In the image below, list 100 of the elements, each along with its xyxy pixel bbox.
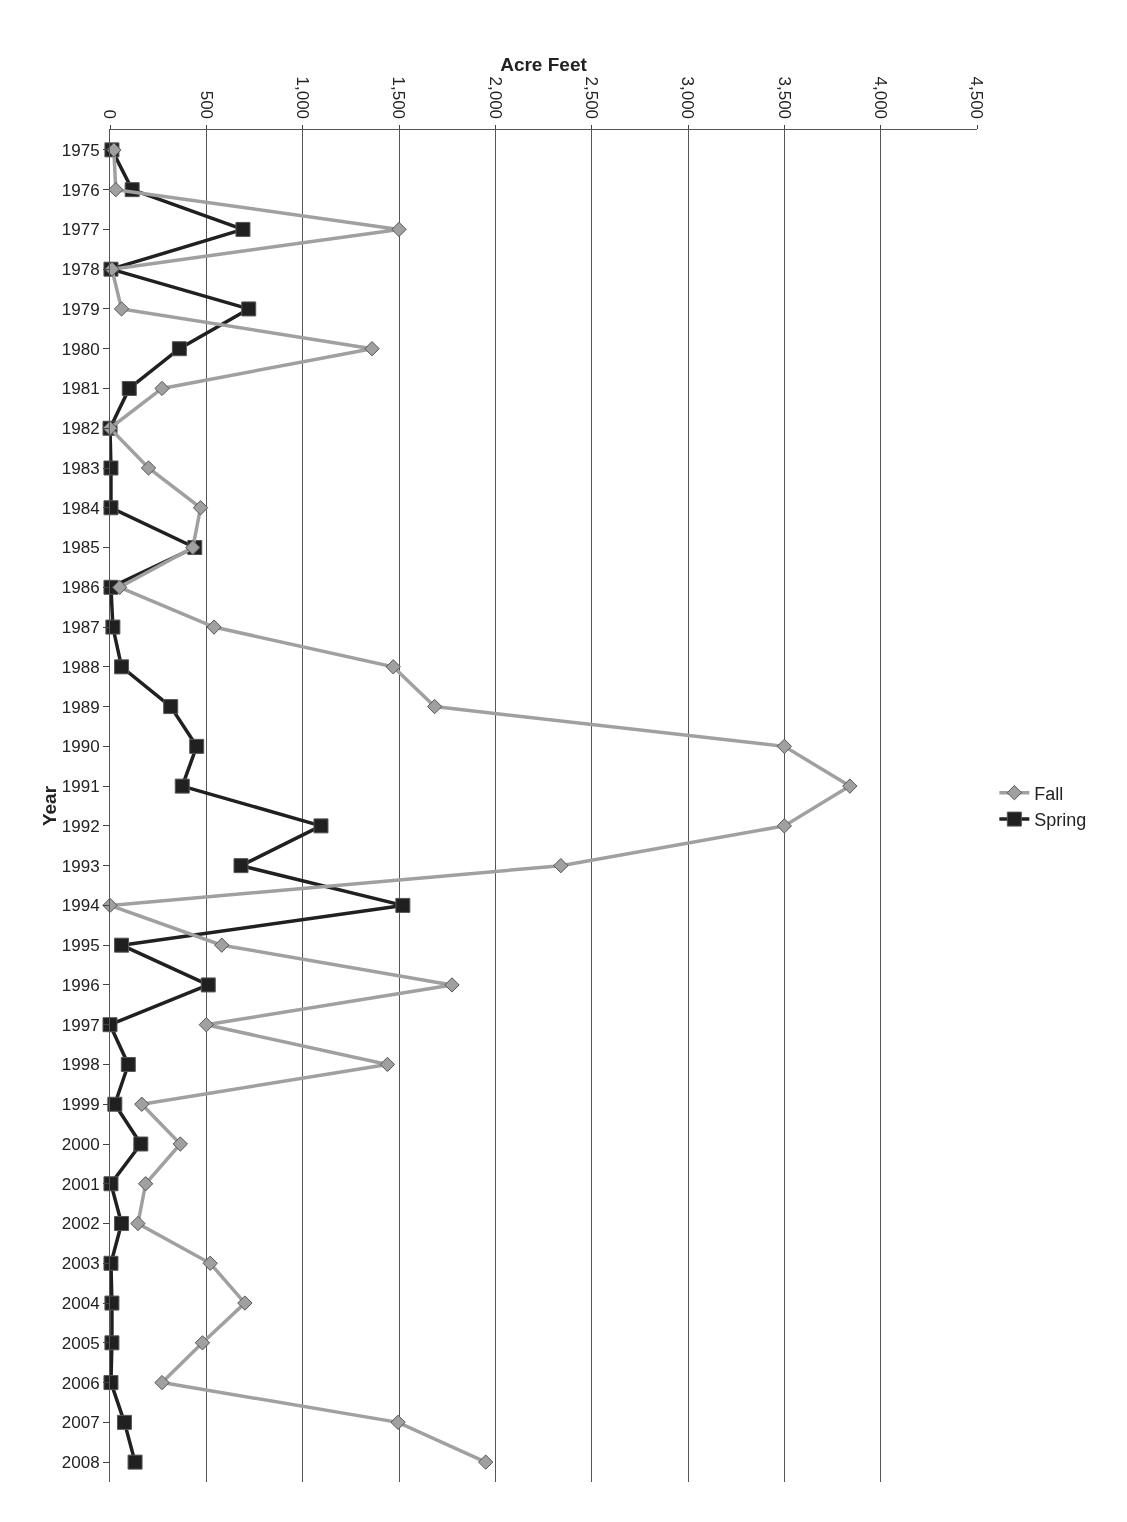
y-tick-label: 1977 bbox=[61, 220, 100, 240]
y-tick-label: 2004 bbox=[61, 1294, 100, 1314]
x-tick-label: 1,000 bbox=[293, 76, 313, 120]
point bbox=[114, 1216, 130, 1232]
y-tick-label: 2008 bbox=[61, 1453, 100, 1473]
y-tick-label: 2002 bbox=[61, 1214, 100, 1234]
point bbox=[426, 698, 443, 715]
y-tick-label: 1997 bbox=[61, 1015, 100, 1035]
point bbox=[127, 1454, 143, 1470]
point bbox=[104, 1335, 120, 1351]
x-tick-label: 0 bbox=[100, 109, 120, 120]
point bbox=[134, 1096, 150, 1112]
point bbox=[107, 1096, 123, 1112]
point bbox=[390, 1414, 406, 1430]
point bbox=[237, 1295, 253, 1311]
y-tick-label: 1994 bbox=[61, 896, 100, 916]
point bbox=[154, 380, 170, 397]
point bbox=[137, 1176, 154, 1192]
y-tick-label: 1989 bbox=[61, 697, 100, 717]
y-tick-label: 1985 bbox=[61, 538, 100, 558]
x-tick-label: 3,500 bbox=[774, 76, 794, 120]
y-tick-label: 2001 bbox=[61, 1174, 100, 1194]
point bbox=[116, 1414, 132, 1430]
y-tick-label: 1995 bbox=[61, 936, 100, 956]
y-tick-label: 1982 bbox=[61, 419, 100, 439]
point bbox=[241, 301, 257, 317]
point bbox=[174, 778, 190, 794]
y-tick-label: 1984 bbox=[61, 498, 100, 518]
y-axis-title: Year bbox=[38, 785, 60, 827]
point bbox=[105, 619, 121, 635]
point bbox=[202, 1255, 218, 1271]
y-tick-label: 2005 bbox=[61, 1333, 100, 1353]
legend-label: Spring bbox=[1034, 810, 1087, 831]
x-tick-label: 2,500 bbox=[582, 76, 602, 120]
x-tick-label: 4,500 bbox=[967, 76, 987, 120]
point bbox=[103, 1255, 119, 1271]
x-tick-label: 500 bbox=[196, 90, 216, 120]
x-tick-label: 3,000 bbox=[678, 76, 698, 120]
point bbox=[444, 977, 460, 993]
y-tick-label: 2006 bbox=[61, 1373, 100, 1393]
point bbox=[206, 619, 222, 635]
point bbox=[214, 937, 230, 953]
point bbox=[172, 1136, 188, 1152]
point bbox=[140, 460, 157, 476]
point bbox=[121, 380, 137, 396]
point bbox=[194, 1335, 211, 1351]
y-tick-label: 2007 bbox=[61, 1413, 100, 1433]
y-tick-label: 1992 bbox=[61, 816, 100, 836]
point bbox=[171, 341, 187, 357]
point bbox=[103, 460, 119, 476]
y-tick-label: 1999 bbox=[61, 1095, 100, 1115]
point bbox=[553, 858, 569, 874]
point bbox=[113, 301, 130, 317]
point bbox=[313, 818, 329, 834]
y-tick-label: 1998 bbox=[61, 1055, 100, 1075]
point bbox=[102, 1017, 118, 1033]
y-tick-label: 1990 bbox=[61, 737, 100, 757]
point bbox=[192, 500, 209, 516]
legend-label: Fall bbox=[1034, 783, 1064, 804]
y-tick-label: 1980 bbox=[61, 339, 100, 359]
y-tick-label: 1993 bbox=[61, 856, 100, 876]
x-tick-label: 4,000 bbox=[871, 76, 891, 120]
point bbox=[198, 1017, 214, 1033]
x-tick-label: 1,500 bbox=[389, 76, 409, 120]
point bbox=[776, 738, 792, 754]
point bbox=[114, 937, 130, 953]
point bbox=[114, 659, 130, 675]
point bbox=[130, 1215, 146, 1232]
point bbox=[385, 659, 401, 675]
y-tick-label: 1991 bbox=[61, 777, 100, 797]
y-tick-label: 1976 bbox=[61, 180, 100, 200]
point bbox=[189, 738, 205, 754]
y-tick-label: 2003 bbox=[61, 1254, 100, 1274]
point bbox=[233, 858, 249, 874]
point bbox=[104, 1295, 120, 1311]
point bbox=[103, 1375, 119, 1391]
y-tick-label: 1978 bbox=[61, 260, 100, 280]
y-tick-label: 1987 bbox=[61, 618, 100, 638]
point bbox=[364, 341, 380, 357]
y-tick-label: 1986 bbox=[61, 578, 100, 598]
point bbox=[102, 897, 118, 914]
y-tick-label: 1975 bbox=[61, 140, 100, 160]
point bbox=[120, 1056, 136, 1072]
y-tick-label: 1983 bbox=[61, 458, 100, 478]
y-tick-label: 1981 bbox=[61, 379, 100, 399]
x-axis-title: Acre Feet bbox=[500, 53, 588, 75]
point bbox=[103, 500, 119, 516]
point bbox=[163, 699, 179, 715]
y-tick-label: 1988 bbox=[61, 657, 100, 677]
point bbox=[478, 1454, 494, 1470]
point bbox=[395, 897, 411, 913]
y-tick-label: 1979 bbox=[61, 299, 100, 319]
point bbox=[108, 182, 124, 198]
point bbox=[776, 818, 792, 834]
point bbox=[379, 1056, 396, 1073]
point bbox=[133, 1136, 149, 1152]
point bbox=[391, 221, 407, 238]
y-tick-label: 2000 bbox=[61, 1134, 100, 1154]
point bbox=[200, 977, 216, 993]
point bbox=[235, 221, 251, 237]
